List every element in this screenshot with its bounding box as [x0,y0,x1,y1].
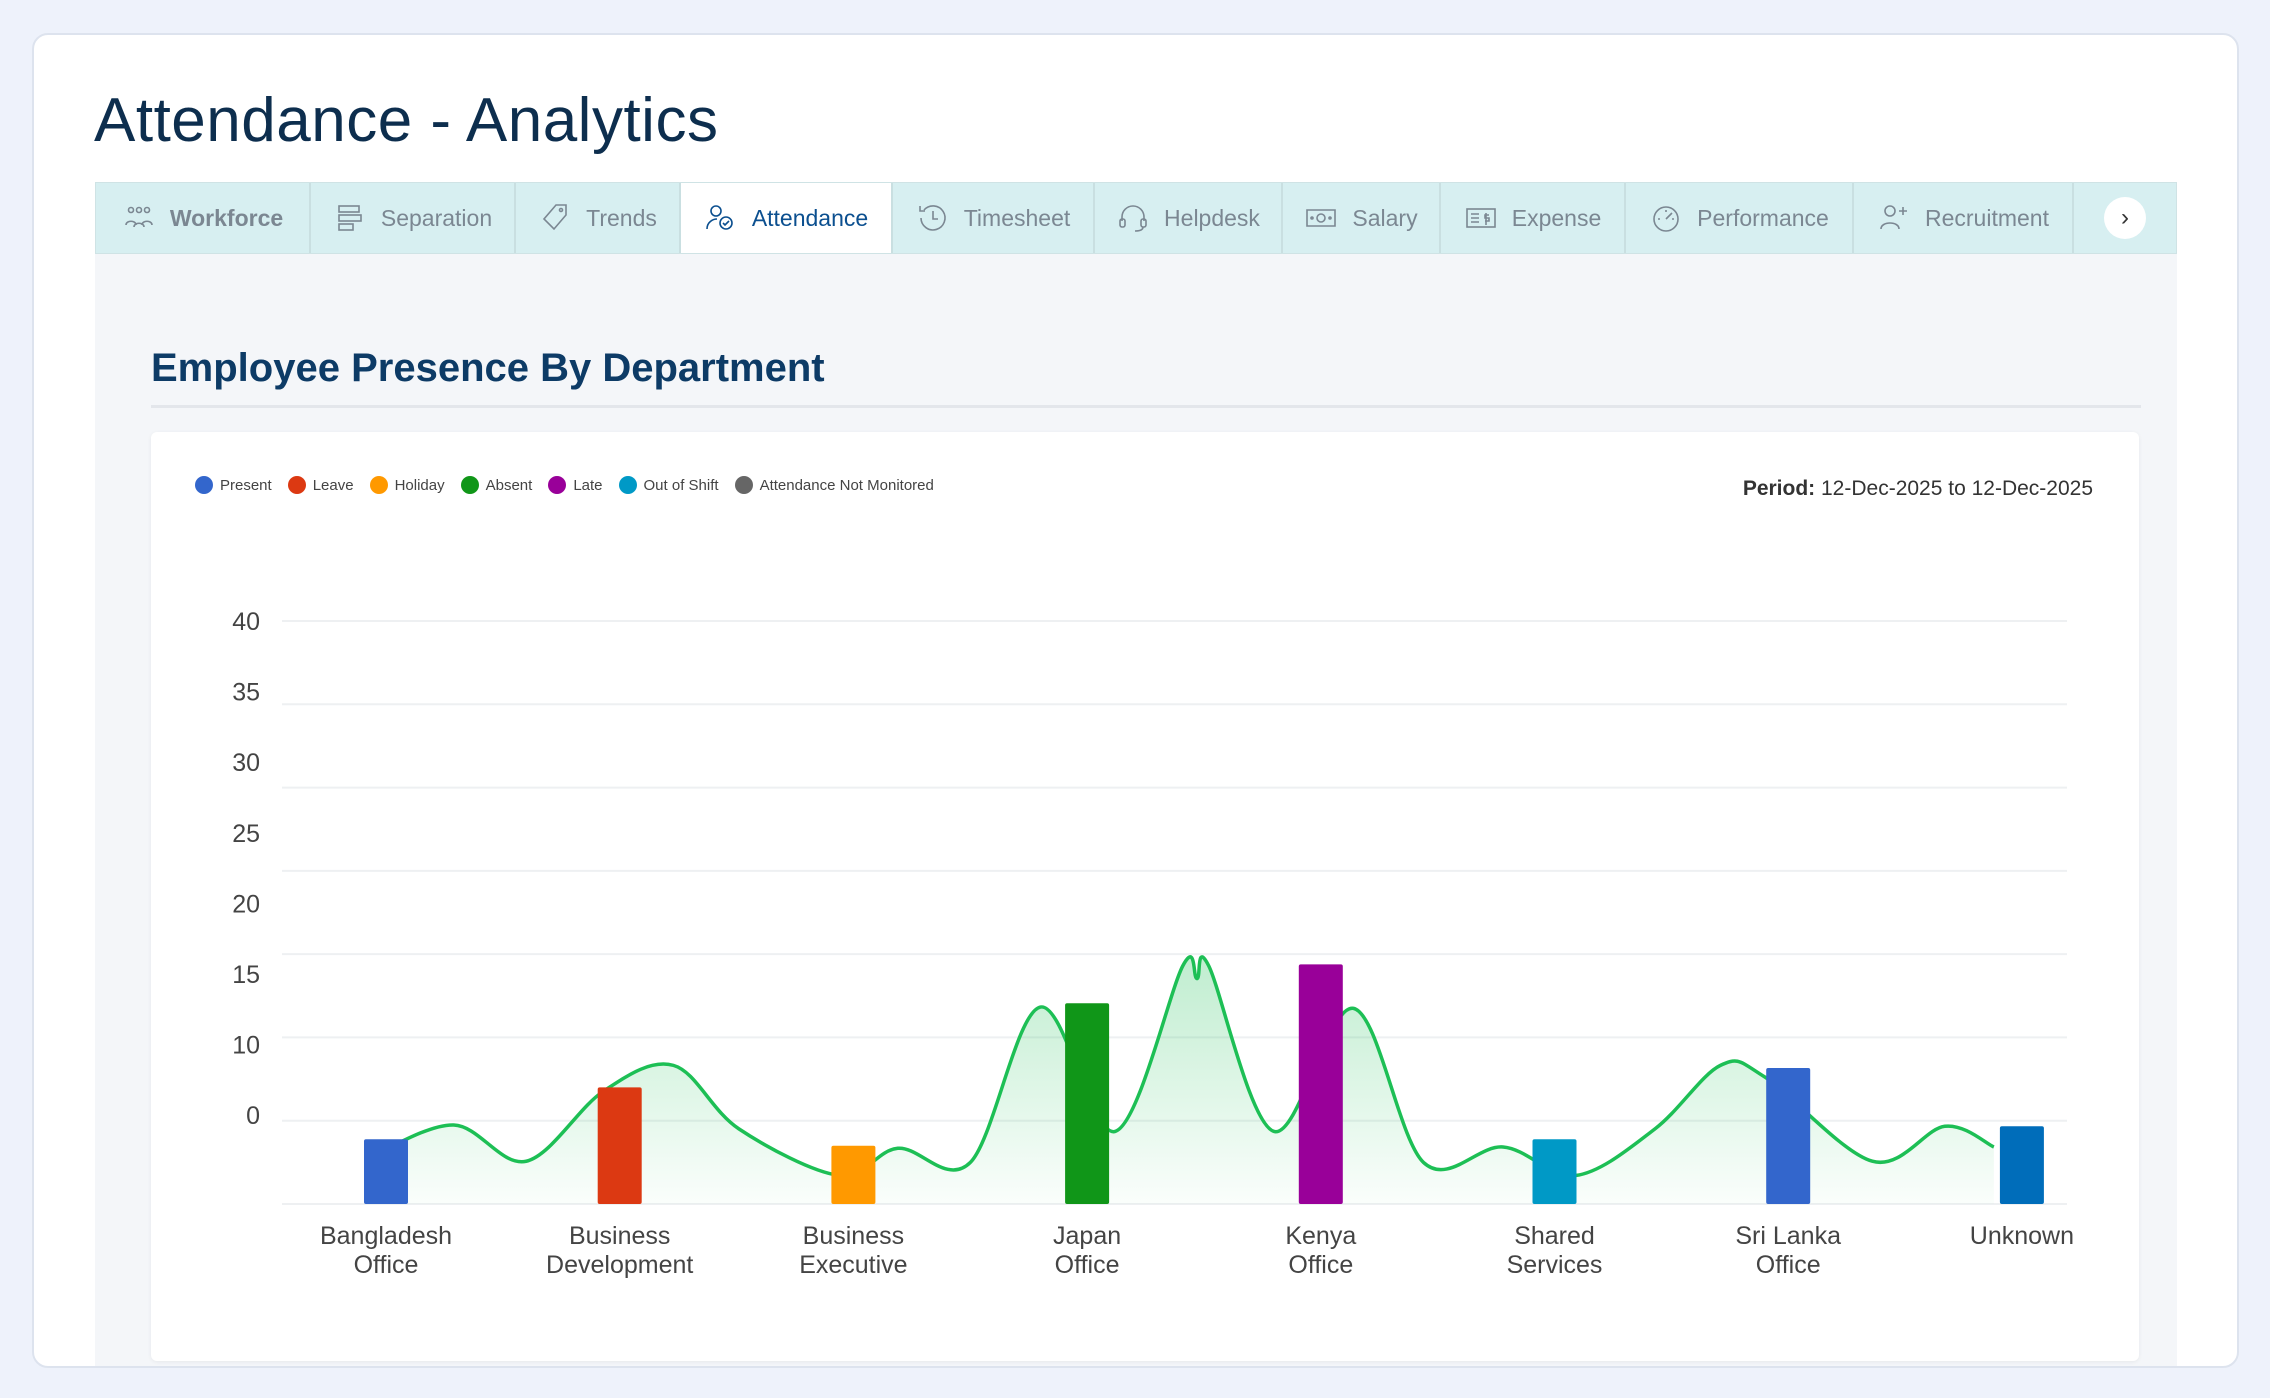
history-icon [918,205,946,231]
y-tick-label: 30 [232,749,260,777]
x-tick-label: Unknown [1970,1222,2074,1250]
x-tick-label: Office [1756,1251,1821,1279]
x-tick-label: Shared [1514,1222,1595,1250]
legend-item[interactable]: Leave [287,476,354,494]
user-plus-icon [1880,205,1907,230]
period-text: Period: 12-Dec-2025 to 12-Dec-2025 [1743,477,2093,501]
tab-label: Expense [1511,204,1602,231]
x-tick-label: Business [569,1222,670,1250]
tab-helpdesk[interactable]: Helpdesk [1095,183,1283,253]
x-tick-label: Office [1288,1251,1353,1279]
legend-dot-icon [287,476,306,494]
y-tick-label: 25 [232,820,260,848]
legend-item[interactable]: Present [195,476,272,494]
tag-icon [543,204,567,231]
period-value: 12-Dec-2025 to 12-Dec-2025 [1821,477,2093,500]
tab-timesheet[interactable]: Timesheet [893,183,1095,253]
legend-dot-icon [734,476,753,494]
legend-item[interactable]: Holiday [369,476,445,494]
tab-bar: Workforce Separation Trends Attendance Times… [95,182,2177,254]
x-tick-label: Sri Lanka [1735,1222,1841,1250]
tab-expense[interactable]: Expense [1441,183,1626,253]
y-tick-label: 35 [232,679,260,707]
tabs-scroll-area: › [2074,183,2176,253]
legend-dot-icon [195,476,213,494]
y-tick-label: 10 [232,1032,260,1060]
chart-legend: Present Leave Holiday Absent Late Out of Shif… [195,476,934,494]
page-title: Attendance - Analytics [94,86,719,155]
tab-workforce[interactable]: Workforce [96,183,311,253]
legend-dot-icon [460,476,479,494]
tab-salary[interactable]: Salary [1283,183,1441,253]
section-heading: Employee Presence By Department [151,346,825,390]
analytics-card: Attendance - Analytics Workforce Separati… [32,33,2239,1368]
x-tick-label: Japan [1053,1222,1121,1250]
legend-item[interactable]: Attendance Not Monitored [734,476,934,494]
bar-japan-office [1065,1003,1110,1204]
bar-business-development [597,1087,642,1204]
y-tick-label: 20 [232,890,260,918]
bar-shared-services [1532,1139,1577,1204]
users-icon [125,206,153,228]
tab-label: Helpdesk [1164,204,1260,231]
receipt-icon [1465,208,1496,228]
bar-chart: 403530252015100BangladeshOfficeBusinessD… [232,608,2074,1279]
legend-label: Out of Shift [643,476,719,494]
period-label: Period: [1742,477,1816,500]
x-tick-label: Development [546,1251,693,1279]
legend-label: Holiday [394,476,445,494]
money-icon [1306,209,1337,227]
y-tick-label: 0 [246,1102,260,1130]
user-check-icon [706,205,733,230]
x-tick-label: Office [1055,1251,1120,1279]
tab-label: Workforce [169,204,284,231]
tab-trends[interactable]: Trends [516,183,681,253]
tab-label: Performance [1697,204,1829,231]
legend-label: Leave [312,476,354,494]
x-tick-label: Office [354,1251,419,1279]
y-tick-label: 15 [232,961,260,989]
tab-performance[interactable]: Performance [1626,183,1854,253]
tab-attendance[interactable]: Attendance [681,183,893,253]
legend-item[interactable]: Out of Shift [618,476,719,494]
tab-label: Recruitment [1925,204,2049,231]
trend-line [371,955,1995,1178]
legend-item[interactable]: Absent [460,476,533,494]
tab-label: Salary [1352,204,1418,231]
attendance-section: Employee Presence By Department Present L… [95,254,2177,1366]
tab-label: Timesheet [963,204,1071,231]
legend-label: Absent [485,476,533,494]
x-tick-label: Services [1507,1251,1603,1279]
tab-label: Attendance [751,204,869,231]
next-tabs-button[interactable]: › [2104,197,2146,239]
trend-area [371,956,1994,1204]
chart-card: Present Leave Holiday Absent Late Out of Shif… [151,432,2139,1361]
y-tick-label: 40 [232,608,260,636]
x-tick-label: Bangladesh [320,1222,452,1250]
legend-dot-icon [548,476,567,494]
legend-label: Late [573,476,603,494]
gauge-icon [1653,206,1679,232]
legend-item[interactable]: Late [548,476,603,494]
x-tick-label: Executive [799,1251,907,1279]
bar-business-executive [831,1145,876,1204]
bar-kenya-office [1298,964,1343,1204]
tab-recruitment[interactable]: Recruitment [1854,183,2074,253]
headset-icon [1119,205,1147,232]
legend-dot-icon [369,476,388,494]
x-tick-label: Kenya [1285,1222,1356,1250]
legend-dot-icon [618,476,637,494]
tab-label: Trends [586,204,657,231]
x-tick-label: Business [803,1222,904,1250]
bar-bangladesh-office [364,1139,408,1204]
separation-icon [338,205,362,231]
legend-label: Attendance Not Monitored [759,476,934,494]
legend-label: Present [220,476,272,494]
tab-separation[interactable]: Separation [311,183,516,253]
bar-unknown [1999,1126,2044,1204]
divider [151,405,2141,408]
bar-sri-lanka-office [1766,1067,1811,1204]
tab-label: Separation [380,204,493,231]
